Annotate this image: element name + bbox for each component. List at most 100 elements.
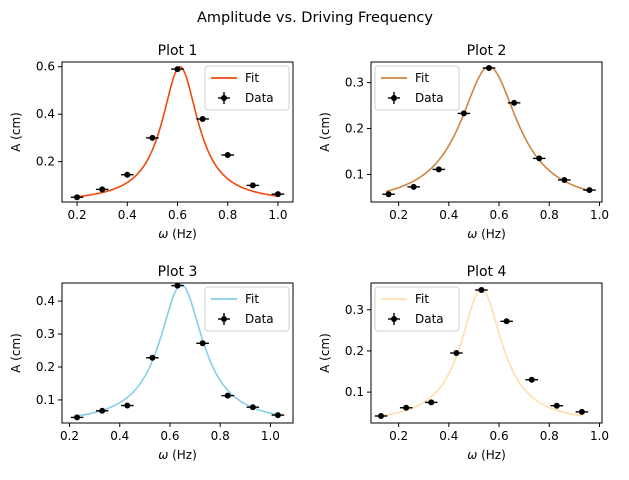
plot-2-legend-data-label: Data (415, 91, 444, 105)
plot-1-x-axis-symbol: ω (158, 227, 168, 241)
plot-2-x-axis-symbol: ω (467, 227, 477, 241)
plot-1-x-tick-label: 0.4 (118, 208, 137, 222)
plot-3-x-axis-label: ω (Hz) (158, 448, 197, 462)
plot-1-title: Plot 1 (158, 43, 198, 59)
figure-title: Amplitude vs. Driving Frequency (197, 10, 433, 26)
plot-3-data-point (224, 392, 231, 399)
plot-4-data-point (378, 413, 385, 419)
plot-2-legend: Fit Data (374, 65, 460, 111)
plot-4-data-point (528, 376, 535, 383)
plot-4-y-tick-label: 0.2 (345, 344, 364, 358)
plot-4-data-point (403, 404, 410, 411)
plot-4-y-tick-label: 0.3 (345, 303, 364, 317)
plot-3-x-tick-label: 0.2 (60, 429, 79, 443)
plot-2-title: Plot 2 (467, 43, 507, 59)
plot-2-data-point (561, 176, 568, 183)
plot-3-legend: Fit Data (204, 286, 290, 332)
plot-1-y-tick-label: 0.2 (36, 155, 55, 169)
plot-3-y-axis-label: A (cm) (9, 333, 23, 373)
plot-4-x-tick-label: 1.0 (590, 429, 609, 443)
plot-3-data-point (174, 282, 181, 289)
plot-4-data-point (478, 287, 485, 293)
plot-2-legend-fit-label: Fit (415, 71, 429, 85)
plot-3-x-tick-label: 0.8 (211, 429, 230, 443)
plot-4-data-point (453, 350, 460, 356)
plot-2-data-point (586, 187, 593, 194)
plot-2-x-tick-label: 0.4 (439, 208, 458, 222)
plot-2-data-point (486, 64, 493, 71)
plot-3-x-tick-label: 0.6 (160, 429, 179, 443)
plot-4-x-axis-label: ω (Hz) (467, 448, 506, 462)
plot-1-data-point (74, 194, 81, 201)
plot-4-y-tick-label: 0.1 (345, 385, 364, 399)
plot-1-legend-data-marker (221, 95, 227, 101)
plot-4-data-point (553, 402, 560, 409)
plot-1-data-point (99, 186, 106, 193)
plot-4-data-point (428, 399, 435, 406)
plot-1-data-point (274, 191, 281, 198)
plot-2-axes-frame (370, 61, 603, 203)
plot-1-x-tick-label: 1.0 (268, 208, 287, 222)
plot-3-data-point (199, 340, 206, 347)
plot-3-y-tick-label: 0.3 (36, 327, 55, 341)
plot-1-data-point (199, 115, 206, 122)
plot-1: Plot 10.2 0.4 0.6 0.8 1.00.20.40.6ω (Hz)A (c… (9, 43, 294, 241)
plot-2-data-point (385, 191, 392, 198)
plot-1-data-point (249, 182, 256, 189)
plot-4-data-point (578, 408, 585, 415)
plot-4-x-tick-label: 0.8 (540, 429, 559, 443)
plot-4-x-axis-unit: (Hz) (477, 448, 506, 462)
plot-1-legend-data-label: Data (245, 91, 274, 105)
plot-3-y-tick-label: 0.2 (36, 360, 55, 374)
plot-2: Plot 2 0.2 0.4 0.6 0.8 1.0 0.1 0.2 0.3 ω (Hz) A (c… (318, 43, 609, 241)
plot-2-x-axis-unit: (Hz) (477, 227, 506, 241)
plot-3-y-tick-label: 0.4 (36, 294, 55, 308)
plot-3-y-tick-label: 0.1 (36, 393, 55, 407)
plot-1-x-tick-label: 0.2 (68, 208, 87, 222)
plot-2-data-point (410, 183, 417, 190)
plot-2-data-point (460, 110, 467, 117)
plot-1-data-point (174, 66, 181, 73)
plot-4-x-tick-label: 0.2 (389, 429, 408, 443)
plot-4: Plot 4 0.2 0.4 0.6 0.8 1.0 0.1 0.2 0.3 ω (Hz) A (c… (318, 264, 609, 462)
plot-2-data-point (536, 155, 543, 162)
plot-3: Plot 3 0.2 0.4 0.6 0.8 1.0 0.1 0.2 0.3 0.4 ω (Hz) A… (9, 264, 294, 462)
plot-3-legend-fit-label: Fit (245, 292, 259, 306)
plot-3-title: Plot 3 (158, 264, 198, 280)
plot-4-axes-frame (370, 282, 603, 424)
plot-3-data-point (274, 412, 281, 419)
plot-2-x-tick-label: 0.2 (389, 208, 408, 222)
plot-2-x-tick-label: 0.6 (490, 208, 509, 222)
plot-4-x-tick-label: 0.4 (439, 429, 458, 443)
plot-2-y-tick-label: 0.2 (345, 122, 364, 136)
plot-3-legend-data-marker (221, 316, 227, 322)
plot-3-data-point (74, 414, 81, 421)
plot-1-x-axis-label: ω (Hz) (158, 227, 197, 241)
plot-4-legend: Fit Data (374, 286, 460, 332)
plot-2-data-point (511, 99, 518, 106)
plot-3-x-axis-symbol: ω (158, 448, 168, 462)
plot-4-y-axis-label: A (cm) (318, 333, 332, 373)
plot-1-data-point (124, 171, 131, 178)
plot-1-data-point (149, 134, 156, 141)
plot-4-x-axis-symbol: ω (467, 448, 477, 462)
plot-1-y-axis-label: A (cm) (9, 112, 23, 152)
plot-1-legend-fit-label: Fit (245, 71, 259, 85)
plot-3-x-axis-unit: (Hz) (168, 448, 197, 462)
plot-2-y-tick-label: 0.1 (345, 167, 364, 181)
plot-3-legend-data-label: Data (245, 312, 274, 326)
plot-2-x-tick-label: 1.0 (590, 208, 609, 222)
plot-3-x-tick-label: 1.0 (261, 429, 280, 443)
plot-1-x-axis-unit: (Hz) (168, 227, 197, 241)
plot-3-x-tick-label: 0.4 (110, 429, 129, 443)
plot-2-x-tick-label: 0.8 (540, 208, 559, 222)
plot-4-x-tick-label: 0.6 (490, 429, 509, 443)
plot-3-data-point (149, 354, 156, 361)
plot-4-legend-data-marker (391, 316, 397, 322)
plot-1-legend: Fit Data (204, 65, 290, 111)
plot-1-x-tick-label: 0.8 (218, 208, 237, 222)
plot-3-data-point (124, 402, 131, 409)
plot-2-legend-data-marker (391, 95, 397, 101)
